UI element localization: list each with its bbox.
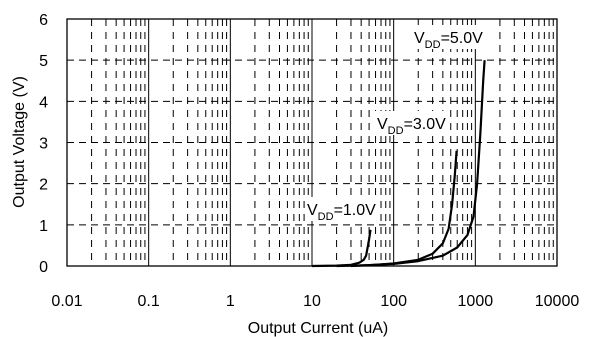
series-label-1: VDD=1.0V [307, 202, 376, 223]
series-label-background [305, 197, 378, 221]
series-labels: VDD=1.0V VDD=3.0V VDD=5.0V [305, 25, 485, 223]
y-tick-label: 1 [39, 218, 48, 235]
x-tick-labels: 0.01 0.1 1 10 100 1000 10000 [51, 293, 579, 310]
major-grid [67, 19, 557, 266]
series-curves [311, 60, 486, 268]
x-tick-label: 1000 [458, 293, 494, 310]
x-tick-label: 100 [380, 293, 407, 310]
x-axis-title: Output Current (uA) [248, 320, 389, 337]
x-tick-label: 10000 [535, 293, 580, 310]
y-tick-label: 0 [39, 259, 48, 276]
y-tick-label: 5 [39, 53, 48, 70]
series-label-background [375, 111, 448, 135]
y-axis-title: Output Voltage (V) [11, 76, 28, 208]
y-tick-labels: 0 1 2 3 4 5 6 [39, 12, 48, 276]
y-tick-label: 6 [39, 12, 48, 29]
series-label-2: VDD=3.0V [377, 116, 446, 137]
x-tick-label: 1 [226, 293, 235, 310]
x-tick-label: 10 [303, 293, 321, 310]
series-label-background [412, 25, 485, 49]
x-tick-label: 0.1 [138, 293, 160, 310]
y-tick-label: 2 [39, 177, 48, 194]
series-label-3: VDD=5.0V [414, 30, 483, 51]
plot-frame [66, 18, 558, 267]
x-tick-label: 0.01 [51, 293, 82, 310]
series-curve-1 [311, 229, 372, 268]
y-tick-label: 4 [39, 94, 48, 111]
series-curve-3 [350, 60, 486, 268]
y-tick-label: 3 [39, 136, 48, 153]
